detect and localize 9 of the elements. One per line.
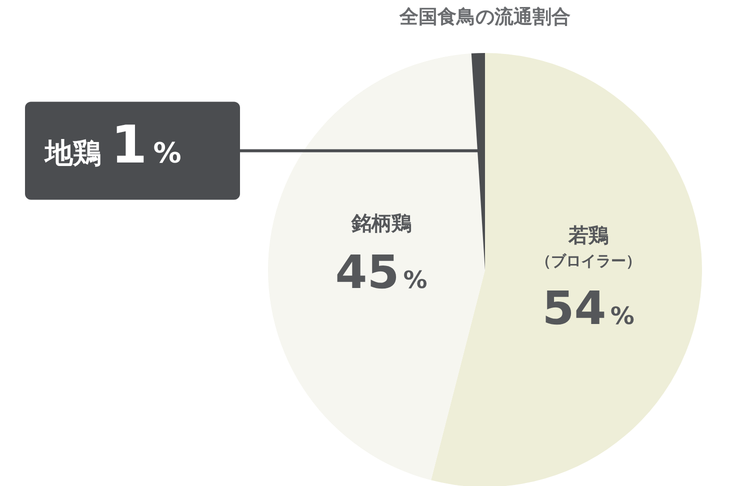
data-label: 45%: [335, 245, 428, 300]
slice-label: 地鶏: [43, 136, 101, 170]
chart-title: 全国食鳥の流通割合: [398, 5, 572, 30]
slice-label: 若鶏（ブロイラー）: [536, 223, 641, 270]
pie-slice: [268, 53, 485, 480]
data-label: 54%: [542, 281, 634, 336]
pie-slice: [431, 53, 702, 486]
data-label: 1%: [111, 116, 182, 176]
slice-label: 銘柄鶏: [350, 211, 412, 236]
